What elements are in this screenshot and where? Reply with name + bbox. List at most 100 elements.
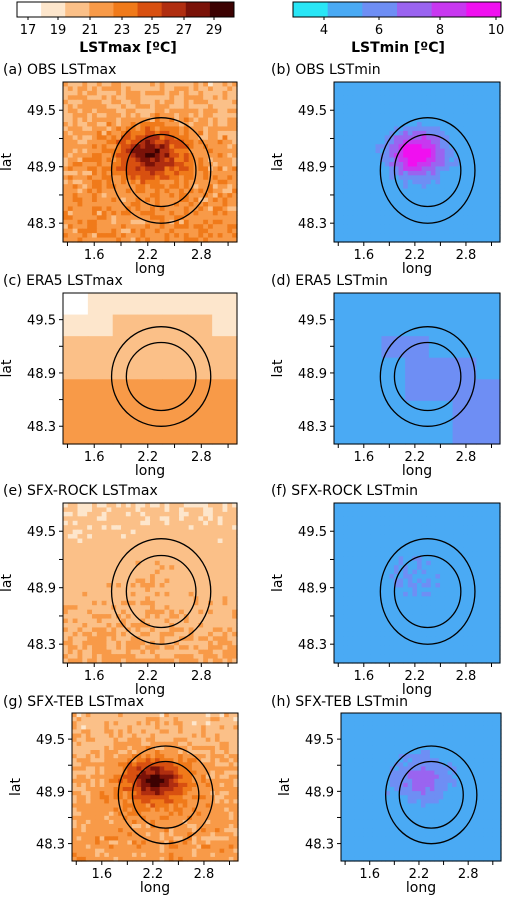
heatmap-cell xyxy=(63,574,69,580)
heatmap-cell xyxy=(334,314,359,337)
heatmap-cell xyxy=(72,170,79,176)
heatmap-cell xyxy=(77,574,83,580)
heatmap-cell xyxy=(412,507,418,513)
heatmap-cell xyxy=(453,135,460,141)
heatmap-cell xyxy=(145,547,151,553)
heatmap-cell xyxy=(130,219,137,225)
heatmap-cell xyxy=(426,228,432,234)
heatmap-cell xyxy=(366,551,372,557)
heatmap-cell xyxy=(426,569,432,575)
heatmap-cell xyxy=(227,95,233,101)
heatmap-cell xyxy=(212,357,238,380)
heatmap-cell xyxy=(380,104,386,110)
heatmap-cell xyxy=(63,179,69,185)
heatmap-cell xyxy=(370,543,377,549)
heatmap-cell xyxy=(417,108,423,114)
heatmap-cell xyxy=(217,90,224,96)
heatmap-cell xyxy=(407,560,413,566)
heatmap-cell xyxy=(403,210,409,216)
heatmap-cell xyxy=(449,215,455,221)
heatmap-cell xyxy=(111,197,117,203)
heatmap-cell xyxy=(116,113,122,119)
heatmap-cell xyxy=(154,569,161,575)
heatmap-cell xyxy=(140,99,146,105)
heatmap-cell xyxy=(135,538,141,544)
heatmap-cell xyxy=(121,157,127,163)
heatmap-cell xyxy=(203,623,209,629)
heatmap-cell xyxy=(426,108,432,114)
heatmap-cell xyxy=(495,82,501,88)
heatmap-cell xyxy=(417,210,423,216)
heatmap-cell xyxy=(96,649,103,655)
heatmap-cell xyxy=(96,135,103,141)
heatmap-cell xyxy=(476,529,483,535)
heatmap-cell xyxy=(77,596,83,602)
heatmap-cell xyxy=(121,627,127,633)
heatmap-cell xyxy=(490,95,496,101)
heatmap-cell xyxy=(72,206,79,212)
heatmap-cell xyxy=(179,649,185,655)
heatmap-cell xyxy=(463,130,469,136)
heatmap-cell xyxy=(198,202,204,208)
heatmap-cell xyxy=(106,122,112,128)
heatmap-cell xyxy=(145,215,151,221)
heatmap-cell xyxy=(338,95,344,101)
heatmap-cell xyxy=(67,233,74,239)
heatmap-cell xyxy=(188,614,195,620)
heatmap-cell xyxy=(154,525,161,531)
heatmap-cell xyxy=(159,623,166,629)
heatmap-cell xyxy=(481,569,487,575)
heatmap-cell xyxy=(222,237,228,243)
heatmap-cell xyxy=(164,86,170,92)
heatmap-cell xyxy=(188,228,195,234)
heatmap-cell xyxy=(111,587,117,593)
heatmap-cell xyxy=(193,86,199,92)
heatmap-cell xyxy=(82,139,88,145)
heatmap-cell xyxy=(426,237,432,243)
heatmap-cell xyxy=(476,547,483,553)
heatmap-cell xyxy=(467,507,473,513)
heatmap-cell xyxy=(154,197,161,203)
heatmap-cell xyxy=(357,516,363,522)
heatmap-cell xyxy=(130,86,137,92)
heatmap-cell xyxy=(159,645,166,651)
heatmap-cell xyxy=(393,117,400,123)
heatmap-cell xyxy=(169,148,175,154)
heatmap-cell xyxy=(421,157,427,163)
heatmap-cell xyxy=(334,534,340,540)
heatmap-cell xyxy=(481,547,487,553)
heatmap-cell xyxy=(338,560,344,566)
heatmap-cell xyxy=(467,104,473,110)
heatmap-cell xyxy=(203,551,209,557)
heatmap-cell xyxy=(96,565,103,571)
heatmap-cell xyxy=(472,90,478,96)
heatmap-cell xyxy=(343,543,349,549)
heatmap-cell xyxy=(375,215,381,221)
heatmap-cell xyxy=(389,503,395,509)
heatmap-cell xyxy=(361,503,367,509)
heatmap-cell xyxy=(121,233,127,239)
heatmap-cell xyxy=(121,99,127,105)
heatmap-cell xyxy=(67,202,74,208)
heatmap-cell xyxy=(92,609,98,615)
heatmap-cell xyxy=(125,587,132,593)
heatmap-cell xyxy=(77,104,83,110)
heatmap-cell xyxy=(111,122,117,128)
heatmap-cell xyxy=(430,600,437,606)
heatmap-cell xyxy=(198,587,204,593)
heatmap-cell xyxy=(398,166,404,172)
heatmap-cell xyxy=(343,228,349,234)
heatmap-cell xyxy=(125,82,132,88)
heatmap-cell xyxy=(125,654,132,660)
heatmap-cell xyxy=(334,565,340,571)
heatmap-cell xyxy=(227,525,233,531)
heatmap-cell xyxy=(77,202,83,208)
heatmap-cell xyxy=(135,122,141,128)
heatmap-cell xyxy=(407,170,413,176)
heatmap-cell xyxy=(227,206,233,212)
heatmap-cell xyxy=(92,117,98,123)
heatmap-cell xyxy=(393,538,400,544)
heatmap-cell xyxy=(426,551,432,557)
heatmap-cell xyxy=(208,654,214,660)
